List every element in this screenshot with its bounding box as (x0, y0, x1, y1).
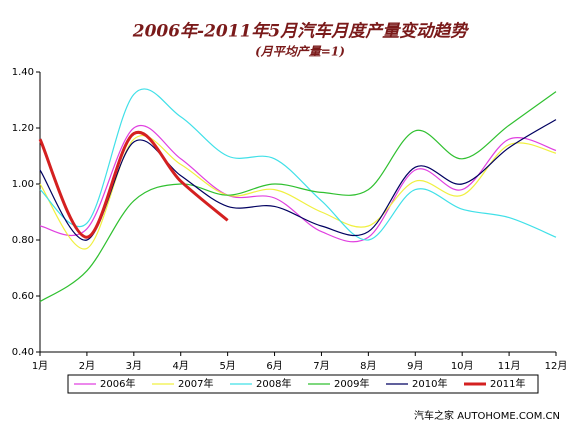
x-tick-label: 1月 (32, 360, 48, 372)
chart-title: 2006年-2011年5月汽车月度产量变动趋势 (132, 22, 470, 42)
legend-label: 2010年 (412, 377, 447, 390)
footer: 汽车之家 AUTOHOME.COM.CN (414, 409, 560, 422)
legend-label: 2006年 (100, 377, 135, 390)
x-tick-label: 3月 (126, 360, 142, 372)
x-tick-label: 2月 (79, 360, 95, 372)
legend-label: 2009年 (334, 377, 369, 390)
series-line (39, 91, 557, 303)
y-tick-label: 0.80 (12, 235, 34, 246)
series-line (39, 135, 557, 250)
series-line (38, 130, 229, 239)
x-tick-label: 12月 (545, 360, 568, 372)
chart-subtitle: (月平均产量=1) (255, 45, 345, 59)
legend-label: 2008年 (256, 377, 291, 390)
y-tick-label: 1.20 (12, 123, 34, 134)
y-tick-label: 0.40 (12, 347, 34, 358)
x-tick-label: 4月 (173, 360, 189, 372)
series-line (39, 88, 557, 241)
x-tick-label: 8月 (360, 360, 376, 372)
x-tick-label: 11月 (498, 360, 521, 372)
y-tick-label: 0.60 (12, 291, 34, 302)
x-tick-label: 5月 (219, 360, 235, 372)
series-line (39, 125, 557, 243)
x-tick-label: 9月 (407, 360, 423, 372)
y-tick-label: 1.00 (12, 179, 34, 190)
series-line (39, 119, 557, 241)
x-tick-label: 7月 (313, 360, 329, 372)
y-tick-label: 1.40 (12, 67, 34, 78)
legend-label: 2011年 (490, 377, 525, 390)
legend-label: 2007年 (178, 377, 213, 390)
legend-box (67, 374, 539, 394)
x-tick-label: 10月 (451, 360, 474, 372)
x-tick-label: 6月 (266, 360, 282, 372)
